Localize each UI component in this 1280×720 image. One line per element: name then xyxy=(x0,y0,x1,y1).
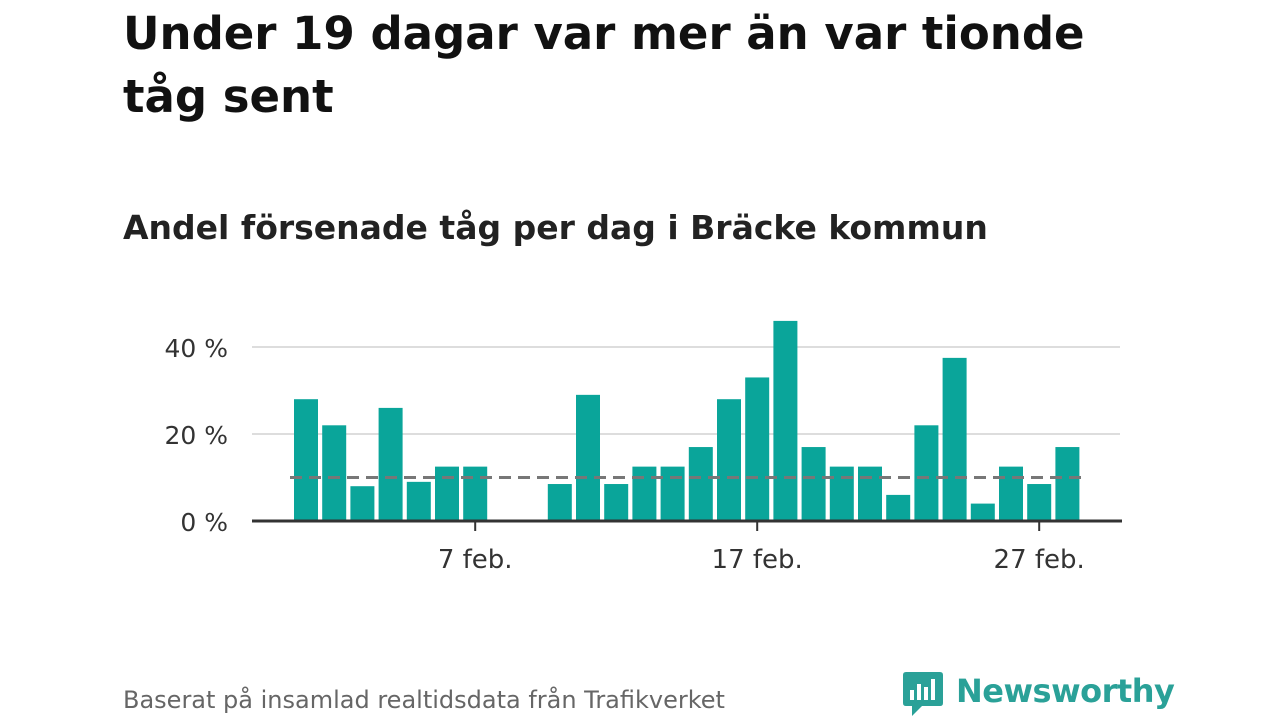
bar xyxy=(829,466,854,521)
bar xyxy=(999,466,1023,521)
bar xyxy=(773,320,798,521)
y-tick-label: 40 % xyxy=(164,334,228,363)
bar xyxy=(1055,447,1080,521)
y-tick-label: 20 % xyxy=(164,421,228,450)
newsworthy-logo-text: Newsworthy xyxy=(956,672,1175,710)
chart-subtitle: Andel försenade tåg per dag i Bräcke kom… xyxy=(123,208,988,247)
bar xyxy=(378,407,403,521)
bar xyxy=(322,425,347,521)
y-tick-label: 0 % xyxy=(180,508,228,537)
bar xyxy=(350,486,375,521)
bar xyxy=(1027,484,1052,521)
x-tick-label: 17 feb. xyxy=(712,545,803,575)
bar xyxy=(463,466,488,521)
bar xyxy=(406,481,431,521)
bar xyxy=(801,447,826,521)
chart-title: Under 19 dagar var mer än var tionde tåg… xyxy=(123,7,1085,123)
bar xyxy=(294,399,318,521)
bar xyxy=(604,484,629,521)
bar xyxy=(547,484,572,521)
bar xyxy=(717,399,741,521)
newsworthy-logo-icon xyxy=(903,672,943,716)
bar xyxy=(632,466,657,521)
x-tick-label: 27 feb. xyxy=(994,545,1085,575)
bar xyxy=(886,494,911,521)
source-note: Baserat på insamlad realtidsdata från Tr… xyxy=(123,686,725,714)
bar xyxy=(576,394,600,521)
bar xyxy=(914,425,939,521)
bar xyxy=(435,466,459,521)
bar xyxy=(942,357,967,521)
bar xyxy=(745,377,770,521)
bar xyxy=(970,503,995,521)
x-tick-label: 7 feb. xyxy=(438,545,513,575)
bar xyxy=(688,447,713,521)
newsworthy-logo: Newsworthy xyxy=(902,668,1175,720)
bar xyxy=(858,466,882,521)
bar xyxy=(660,466,685,521)
